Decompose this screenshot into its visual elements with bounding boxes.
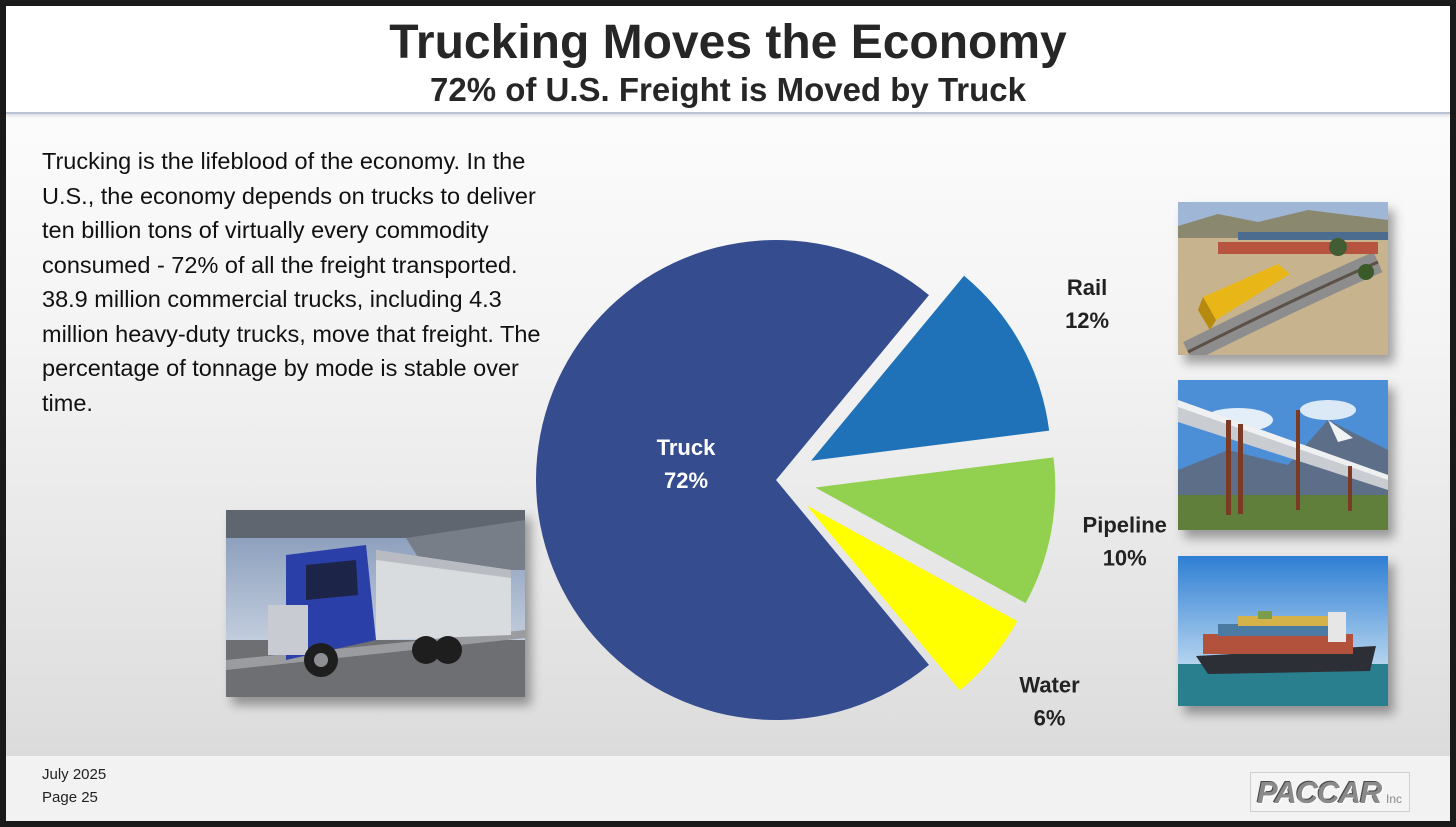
pie-label-water: Water bbox=[1019, 672, 1080, 697]
logo-suffix: Inc bbox=[1386, 792, 1403, 806]
body-paragraph-1: Trucking is the lifeblood of the economy… bbox=[42, 148, 536, 278]
pie-value-truck: 72% bbox=[664, 468, 708, 493]
pie-label-rail: Rail bbox=[1067, 275, 1107, 300]
container-ship-photo bbox=[1178, 556, 1388, 706]
footer-date: July 2025 bbox=[42, 766, 107, 783]
paccar-logo: PACCAR Inc bbox=[1250, 772, 1410, 812]
slide-header: Trucking Moves the Economy 72% of U.S. F… bbox=[6, 6, 1450, 114]
footer-page-number: Page 25 bbox=[42, 789, 98, 806]
footer-bar bbox=[6, 756, 1450, 821]
pie-slice-truck bbox=[536, 239, 929, 720]
pie-slice-pipeline bbox=[815, 457, 1056, 604]
pie-label-pipeline: Pipeline bbox=[1083, 513, 1167, 538]
pie-labels: Truck 72% Rail 12% Pipeline 10% Water 6% bbox=[657, 275, 1167, 730]
truck-photo bbox=[226, 510, 525, 697]
body-paragraph-2: 38.9 million commercial trucks, includin… bbox=[42, 286, 541, 416]
train-photo bbox=[1178, 202, 1388, 355]
pie-value-water: 6% bbox=[1034, 705, 1066, 730]
freight-pie-chart: Truck 72% Rail 12% Pipeline 10% Water 6% bbox=[536, 239, 1167, 730]
pie-label-truck: Truck bbox=[657, 435, 716, 460]
slide: Trucking Moves the Economy 72% of U.S. F… bbox=[6, 6, 1450, 821]
slide-title: Trucking Moves the Economy bbox=[389, 16, 1067, 69]
pie-value-pipeline: 10% bbox=[1103, 546, 1147, 571]
pipeline-photo bbox=[1178, 380, 1388, 530]
body-text: Trucking is the lifeblood of the economy… bbox=[42, 144, 562, 420]
slide-subtitle: 72% of U.S. Freight is Moved by Truck bbox=[430, 71, 1026, 108]
pie-slices bbox=[536, 239, 1056, 720]
pie-slice-rail bbox=[811, 275, 1050, 461]
pie-slice-water bbox=[806, 505, 1018, 691]
logo-wordmark: PACCAR bbox=[1257, 775, 1382, 810]
pie-value-rail: 12% bbox=[1065, 308, 1109, 333]
